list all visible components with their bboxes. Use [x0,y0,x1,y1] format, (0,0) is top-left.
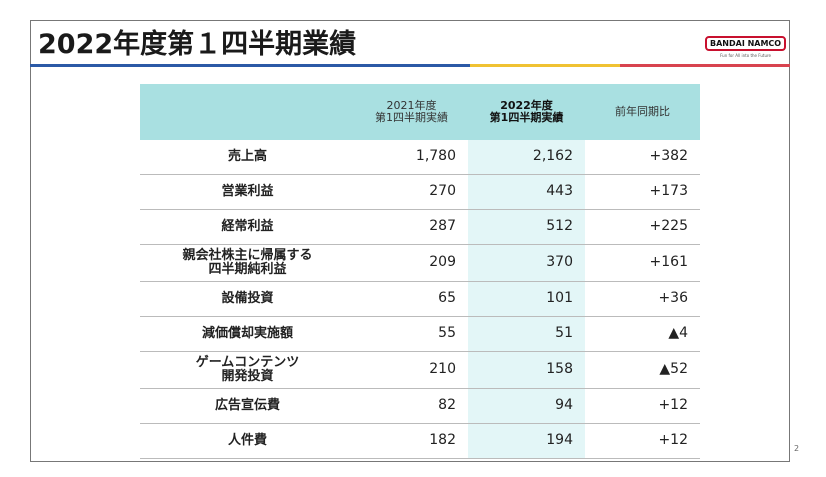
table-row: 親会社株主に帰属する 四半期純利益 209 370 +161 [140,245,700,282]
table-row: 営業利益 270 443 +173 [140,175,700,210]
value-cell: 443 [468,175,585,209]
value-cell: 270 [429,183,456,200]
title-rule [30,64,470,67]
column-header: 前年同期比 [615,104,670,118]
value-cell: 209 [429,254,456,271]
row-label: 売上高 [227,148,267,164]
table-row: 売上高 1,780 2,162 +382 [140,140,700,175]
title-rule [470,64,620,67]
slide-frame [30,20,790,462]
value-cell: +161 [649,254,688,271]
column-header: 2022年度 第1四半期実績 [489,98,564,124]
value-cell: +225 [649,218,688,235]
table-row: 人件費 182 194 +12 [140,424,700,459]
table-row: 減価償却実施額 55 51 ▲4 [140,317,700,352]
value-cell: ▲4 [668,325,688,342]
value-cell: +12 [658,432,688,449]
value-cell: 370 [468,245,585,281]
row-label: 減価償却実施額 [201,325,293,341]
header-row: 2021年度 第1四半期実績 2022年度 第1四半期実績 前年同期比 [140,84,700,140]
value-cell: 210 [429,361,456,378]
value-cell: ▲52 [659,361,688,378]
table-row: 広告宣伝費 82 94 +12 [140,389,700,424]
value-cell: 512 [468,210,585,244]
logo: BANDAI NAMCO Fun for All into the Future [705,36,787,58]
value-cell: 55 [438,325,456,342]
value-cell: 94 [468,389,585,423]
table-row: 経常利益 287 512 +225 [140,210,700,245]
logo-tagline: Fun for All into the Future [720,53,772,58]
row-label: 広告宣伝費 [214,397,280,413]
value-cell: +12 [658,397,688,414]
value-cell: 194 [468,424,585,458]
value-cell: 2,162 [468,140,585,174]
logo-name: BANDAI NAMCO [705,36,787,51]
page-number: 2 [794,444,800,453]
row-label: 人件費 [227,432,267,448]
value-cell: +382 [649,148,688,165]
table: 2021年度 第1四半期実績 2022年度 第1四半期実績 前年同期比売上高 1,78… [140,84,700,459]
title: 2022年度第１四半期業績 [38,29,357,60]
row-label: 設備投資 [221,290,274,306]
table-row: ゲームコンテンツ 開発投資 210 158 ▲52 [140,352,700,389]
value-cell: +173 [649,183,688,200]
value-cell: 82 [438,397,456,414]
value-cell: 158 [468,352,585,388]
value-cell: 101 [468,282,585,316]
column-header: 2021年度 第1四半期実績 [375,98,448,124]
value-cell: 1,780 [415,148,456,165]
row-label: 経常利益 [221,218,274,234]
value-cell: 51 [468,317,585,351]
table-row: 設備投資 65 101 +36 [140,282,700,317]
row-label: ゲームコンテンツ 開発投資 [195,354,300,384]
row-label: 親会社株主に帰属する 四半期純利益 [182,247,313,277]
value-cell: 287 [429,218,456,235]
row-label: 営業利益 [221,183,274,199]
value-cell: 182 [429,432,456,449]
title-rule [620,64,790,67]
value-cell: +36 [658,290,688,307]
value-cell: 65 [438,290,456,307]
